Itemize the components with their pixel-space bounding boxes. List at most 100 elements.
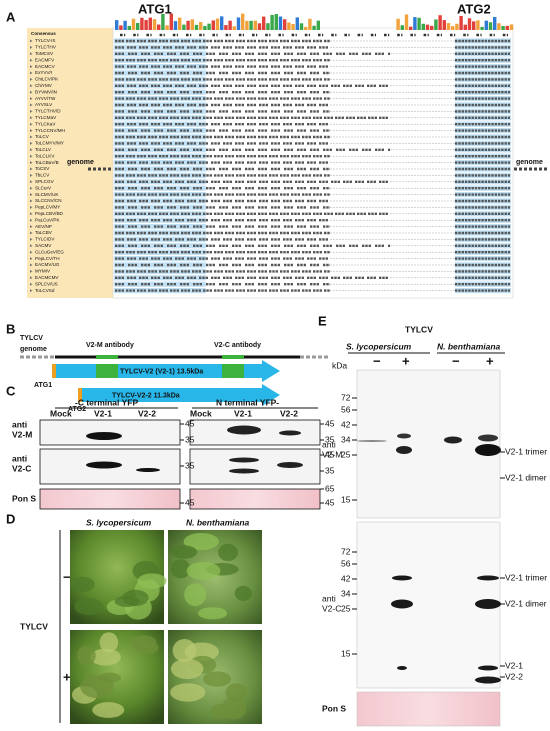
logo-letter [291,23,295,30]
marker-label: 35 [185,434,195,444]
row-arrow [30,231,33,235]
logo-letter [262,16,266,30]
virus-label: TYLCV [20,335,43,342]
species-name: ToCSV [35,166,50,171]
logo-letter [409,26,413,30]
logo-letter [270,14,274,30]
marker-label: 15 [341,648,351,658]
leaf [225,683,248,702]
row-arrow [30,269,33,273]
logo-letter [211,20,215,30]
row-arrow [30,282,33,286]
start-mark [78,388,82,402]
logo-letter [421,23,425,30]
leaf [92,702,125,718]
logo-letter [199,22,203,30]
logo-letter [182,24,186,30]
logo-letter [455,23,459,30]
species-name: ToLCMYV/MY [35,141,64,146]
logo-letter [266,23,270,30]
species-name: SLCCNV/CN [35,198,62,203]
marker-label: 56 [341,404,351,414]
logo-letter [501,25,505,30]
lane-label: + [402,353,410,368]
logo-letter [446,23,451,30]
logo-letter [203,25,207,30]
logo-letter [438,15,442,30]
row-arrow [30,212,33,216]
row-arrow [30,39,33,43]
row-arrow [30,167,33,171]
logo-letter [253,20,257,30]
logo-letter [190,19,194,30]
species-name: ChiYMV [35,83,53,88]
species-label: S. lycopersicum [346,341,412,351]
genome-label: genome [67,159,94,166]
logo-letter [404,14,409,30]
row-arrow [30,257,33,261]
logo-letter [497,23,501,30]
marker-label: 65 [325,483,335,493]
panel-label: E [318,313,327,328]
species-name: SACMV [35,243,52,248]
row-arrow [30,186,33,190]
logo-letter [484,20,488,30]
epitope [96,364,118,378]
leaf [218,543,239,562]
leaf [170,559,191,579]
leaf [122,589,149,607]
species-name: AYVV/TW [35,96,56,101]
logo-letter [249,20,253,30]
band [277,462,303,468]
species-name: SPLCGV [35,179,55,184]
logo-letter [144,20,148,30]
lane-label: V2-1 [234,408,252,418]
logo-letter [232,26,236,30]
row-arrow [30,45,33,49]
logo-letter [304,26,308,30]
orf-label: TYLCV-V2-2 11.3kDa [112,392,180,399]
row-arrow [30,199,33,203]
row-arrow [30,97,33,101]
genome-line [55,355,300,359]
logo-letter [215,18,220,30]
marker-label: 45 [185,418,195,428]
species-name: TbLCV [35,173,50,178]
band [397,666,407,670]
leaf [137,573,167,589]
logo-letter [169,13,173,30]
row-arrow [30,250,33,254]
row-arrow [30,263,33,267]
species-name: PepLCV/MY [35,205,60,210]
row-arrow [30,193,33,197]
row-label: Pon S [12,493,36,503]
logo-letter [480,26,484,30]
blot [39,488,181,510]
row-arrow [30,122,33,126]
logo-letter [505,25,509,30]
logo-letter [493,16,497,30]
blot [189,488,321,510]
logo-letter [463,24,467,30]
band [86,432,122,440]
logo-letter [157,24,161,30]
logo-letter [283,19,287,30]
species-name: MYMIV [35,269,51,274]
band-label: V2-1 dimer [505,598,547,608]
logo-letter [245,20,249,30]
row-arrow [30,161,33,165]
highlight [114,281,206,287]
band [229,468,259,474]
species-name: AEV/NP [35,224,52,229]
lane-label: Mock [50,408,72,418]
logo-letter [308,18,312,30]
species-name: EACMV/UG [35,262,60,267]
leaf [170,658,204,680]
logo-letter [287,22,291,30]
marker-label: 35 [325,465,335,475]
antibody-label: V2-M antibody [86,342,134,349]
logo-letter [115,20,119,30]
species-name: ToLCLKV [35,153,55,158]
species-name: TYLCKaV [35,121,56,126]
band [229,457,259,463]
